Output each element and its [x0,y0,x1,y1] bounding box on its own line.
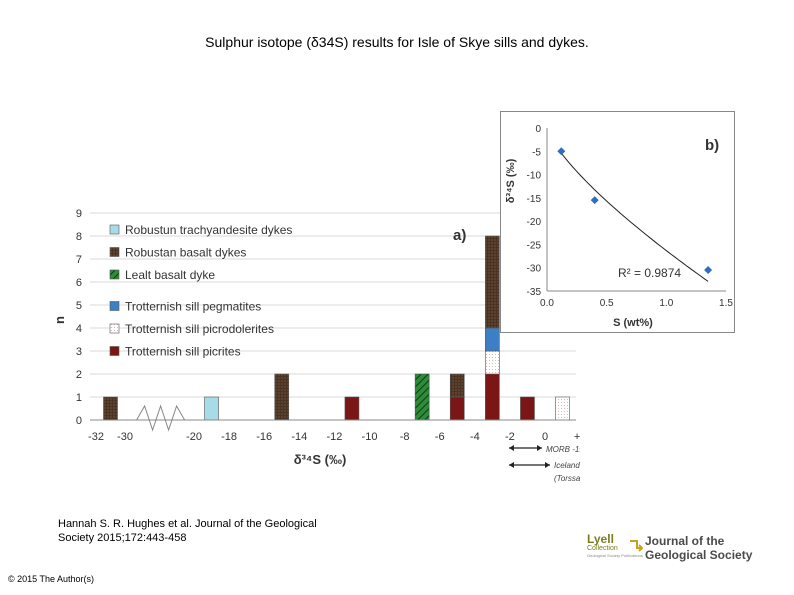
bar-segment-picrodolerites [485,350,500,375]
bar-segment-picrites [449,396,465,421]
legend-label-basalt_dykes: Robustan basalt dykes [125,246,246,260]
y-tick-label-b: -15 [527,194,542,205]
data-point [557,147,566,156]
bar-segment-basalt_dykes [449,373,465,398]
bar-segment-basalt_dykes [485,235,500,329]
legend-swatch-lealt [109,269,120,280]
torssander-annotation: (Torssander, 1989) [554,474,580,483]
legend-swatch-trachyandesite [109,224,120,235]
citation: Hannah S. R. Hughes et al. Journal of th… [58,517,317,545]
x-tick-label-a: -2 [505,431,515,443]
y-axis-label-b: δ³⁴S (‰) [505,158,517,203]
legend-label-picrodolerites: Trotternish sill picrodolerites [125,322,274,336]
copyright-notice: © 2015 The Author(s) [8,574,95,584]
scatter-chart-b: 0 -5 -10 -15 -20 -25 -30 -350.0 0.5 1.0 1.5 b) R² … [500,111,735,333]
icelandic-range-arrow-head-left [509,462,514,468]
bar-segment-picrites [344,396,360,421]
y-tick-label-a: 4 [76,323,82,335]
y-tick-label-b: 0 [535,124,541,135]
x-tick-label-a: -4 [470,431,480,443]
panel-label-a: a) [453,227,466,244]
y-tick-label-b: -35 [527,287,542,298]
bar-segment-picrites [485,373,500,421]
x-tick-label-a: -12 [326,431,342,443]
y-tick-label-a: 5 [76,300,82,312]
y-tick-label-b: -20 [527,217,542,228]
slide-title: Sulphur isotope (δ34S) results for Isle … [205,34,589,50]
x-tick-label-a: -18 [221,431,237,443]
trendline [560,152,709,282]
y-tick-label-a: 0 [76,415,82,427]
x-tick-label-a: -14 [291,431,307,443]
y-tick-label-b: -5 [532,147,541,158]
x-tick-label-a: +2 [574,431,580,443]
bar-segment-picrites [520,396,535,421]
bar-segment-pegmatites [485,327,500,352]
bar-segment-basalt_dykes [103,396,118,421]
y-tick-label-a: 8 [76,231,82,243]
y-tick-label-b: -10 [527,171,542,182]
x-tick-label-a: -16 [256,431,272,443]
logo-arrow-icon [630,540,643,552]
y-axis-label-a: n [52,316,67,324]
legend-swatch-picrites [109,346,120,356]
morb-range-arrow-head-left [509,445,514,451]
x-tick-label-a: -20 [186,431,202,443]
x-tick-label-a: 0 [542,431,548,443]
legend-label-picrites: Trotternish sill picrites [125,345,241,359]
y-tick-label-b: -25 [527,240,542,251]
legend-swatch-basalt_dykes [109,247,120,257]
journal-logo-text: Journal of the Geological Society [645,534,752,562]
legend-label-pegmatites: Trotternish sill pegmatites [125,300,261,314]
y-tick-label-a: 7 [76,254,82,266]
lyell-logo-tagline: Geological Society Publications [587,553,643,558]
x-axis-label-a: δ³⁴S (‰) [294,452,347,467]
x-tick-label-a: -6 [435,431,445,443]
y-tick-label-a: 2 [76,369,82,381]
x-tick-label-b: 1.5 [719,298,733,309]
y-tick-label-b: -30 [527,264,542,275]
citation-line-1: Hannah S. R. Hughes et al. Journal of th… [58,518,317,530]
legend-label-lealt: Lealt basalt dyke [125,268,215,282]
publisher-logo: Lyell Collection Geological Society Publ… [585,530,755,566]
citation-line-2: Society 2015;172:443-458 [58,532,187,544]
bar-segment-picrodolerites [555,396,570,421]
legend-swatch-picrodolerites [109,323,120,334]
bar-segment-basalt_dykes [274,373,290,421]
x-tick-label-a: -10 [362,431,378,443]
morb-range-arrow-head-right [537,445,542,451]
x-tick-label-b: 1.0 [659,298,673,309]
legend-swatch-pegmatites [109,301,120,311]
x-tick-label-a: -32 [88,431,104,443]
data-point [590,196,599,205]
icelandic-annotation: Icelandic basalt -2 to + 0.4‰ [554,461,580,470]
x-axis-label-b: S (wt%) [613,317,653,329]
y-tick-label-a: 6 [76,277,82,289]
x-tick-label-a: -8 [400,431,410,443]
bar-segment-lealt [414,373,430,421]
y-tick-label-a: 1 [76,392,82,404]
x-tick-label-b: 0.5 [600,298,614,309]
x-tick-label-b: 0.0 [540,298,554,309]
legend-label-trachyandesite: Robustun trachyandesite dykes [125,223,292,237]
morb-annotation: MORB -1± 0.5 ‰ (Labidi et al., 2012) [546,445,580,454]
y-tick-label-a: 9 [76,208,82,220]
panel-b-frame [500,111,735,333]
lyell-logo-text: Lyell [587,532,614,546]
lyell-logo-subtext: Collection [587,545,618,552]
axis-break-mark [136,404,186,432]
journal-logo-line-2: Geological Society [645,548,753,562]
r-squared-label: R² = 0.9874 [618,266,681,280]
journal-logo-line-1: Journal of the [645,534,725,548]
y-tick-label-a: 3 [76,346,82,358]
x-tick-label-a: -30 [117,431,133,443]
bar-segment-trachyandesite [204,396,219,421]
icelandic-range-arrow-head-right [545,462,550,468]
panel-label-b: b) [705,137,719,154]
data-point [704,266,713,275]
